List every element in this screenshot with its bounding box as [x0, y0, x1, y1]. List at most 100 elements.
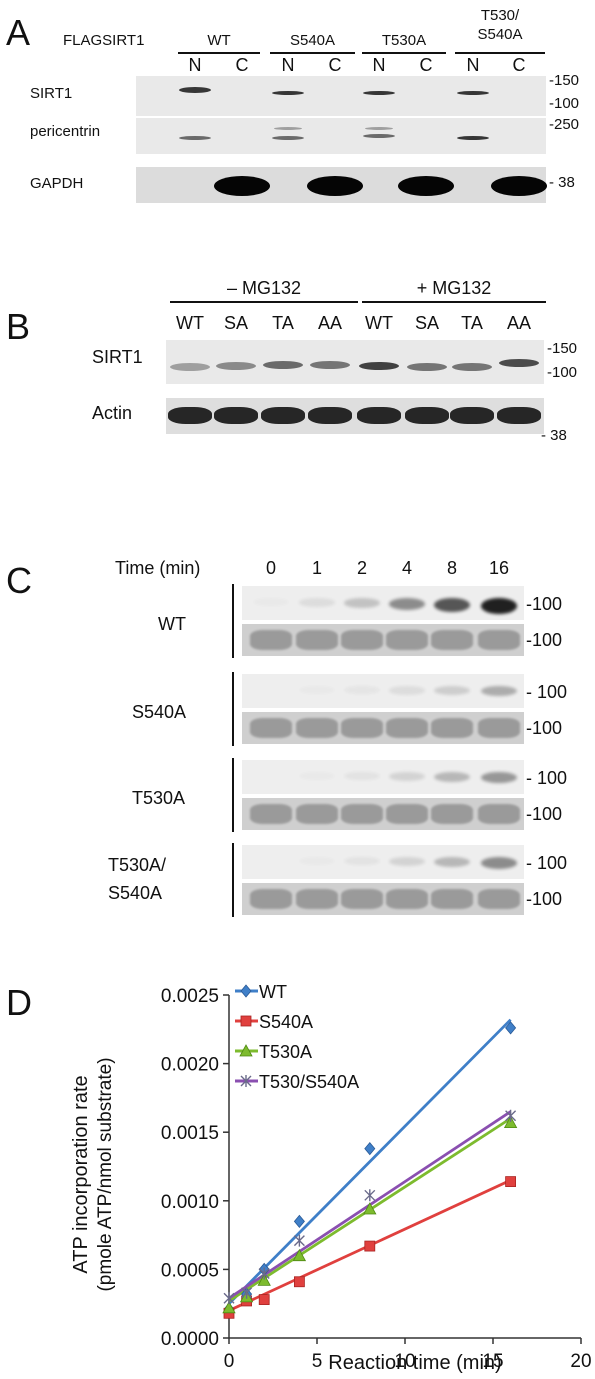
panel-c-group-label-3: T530A/ S540A [108, 855, 167, 903]
panel-b-blot-sirt1 [166, 340, 544, 384]
y-axis-label-line1: ATP incorporation rate [70, 1075, 92, 1273]
panel-c-coomassie-band-1-2 [341, 718, 383, 738]
panel-b-marker-150: -150 [547, 340, 578, 357]
panel-c-time-0: 0 [265, 558, 276, 578]
legend-marker-2 [239, 1044, 253, 1057]
panel-b-band-sirt1-5 [407, 363, 447, 371]
panel-c-coomassie-2 [242, 798, 524, 830]
panel-a-construct-label: FLAGSIRT1 [63, 32, 145, 49]
panel-b-band-sirt1-6 [452, 363, 492, 371]
panel-c-band-3-3 [389, 857, 425, 866]
panel-c-autorad-2 [242, 760, 524, 794]
panel-a-band-sirt1-1 [272, 91, 304, 95]
panel-a-row-pericentrin: pericentrin [30, 123, 101, 140]
panel-a-lane-3: C [328, 55, 342, 75]
panel-b-lane-4: WT [365, 313, 393, 333]
panel-c-band-2-5 [481, 772, 517, 784]
panel-c-marker-lower-2: -100 [526, 804, 563, 824]
panel-a-group-1: S540A [289, 32, 336, 49]
legend-marker-3 [240, 1075, 252, 1087]
point-2-3 [292, 1248, 307, 1262]
point-1-2 [258, 1294, 270, 1305]
panel-a-lane-2: N [281, 55, 295, 75]
point-3-4 [364, 1189, 376, 1202]
panel-a-lane-6: N [466, 55, 480, 75]
panel-a-blot-sirt1 [136, 76, 546, 116]
x-tick-label-0: 0 [224, 1351, 235, 1372]
point-3-5 [505, 1109, 517, 1122]
legend-label-1: S540A [259, 1012, 313, 1032]
panel-c-coomassie-band-1-1 [296, 718, 338, 738]
panel-c-time-label: Time (min) [115, 558, 201, 578]
panel-c-band-2-2 [344, 772, 380, 781]
panel-c-coomassie-3 [242, 883, 524, 915]
panel-b-lane-2: TA [272, 313, 294, 333]
panel-a-band-pericentrin-2 [363, 134, 395, 138]
y-tick-label-5: 0.0025 [161, 986, 219, 1007]
panel-a-group-underline-1 [270, 52, 355, 54]
panel-b-condition-minus: – MG132 [226, 278, 302, 298]
panel-a-group-3: T530/ S540A [477, 7, 523, 43]
panel-c-marker-lower-1: -100 [526, 718, 563, 738]
panel-a-lane-4: N [372, 55, 386, 75]
panel-b-condition-plus: + MG132 [416, 278, 492, 298]
panel-c-coomassie-band-0-3 [386, 630, 428, 650]
legend-label-0: WT [259, 982, 287, 1002]
panel-b-band-actin-2 [261, 407, 305, 424]
panel-a-lane-5: C [419, 55, 433, 75]
panel-a-band-sirt1-3 [457, 91, 489, 95]
panel-c-coomassie-band-0-5 [478, 630, 520, 650]
panel-b-underline-minus [170, 301, 358, 303]
legend-label-2: T530A [259, 1042, 312, 1062]
panel-c-time-4: 8 [446, 558, 457, 578]
panel-c-coomassie-band-0-2 [341, 630, 383, 650]
point-1-5 [505, 1176, 517, 1187]
panel-a-marker-100: -100 [549, 95, 580, 112]
panel-c-coomassie-0 [242, 624, 524, 656]
panel-b-underline-plus [362, 301, 546, 303]
panel-a-lane-1: C [235, 55, 249, 75]
panel-b-band-actin-4 [357, 407, 401, 424]
panel-c-marker-upper-3: - 100 [526, 853, 568, 873]
panel-c-marker-upper-1: - 100 [526, 682, 568, 702]
panel-c-group-label-0: WT [158, 614, 186, 634]
panel-c-coomassie-band-3-1 [296, 889, 338, 909]
panel-b-band-sirt1-0 [170, 363, 210, 371]
panel-c-autorad-3 [242, 845, 524, 879]
panel-b-band-actin-1 [214, 407, 258, 424]
panel-b-marker-100: -100 [547, 364, 578, 381]
panel-c-coomassie-band-0-1 [296, 630, 338, 650]
panel-b-band-actin-6 [450, 407, 494, 424]
x-axis-label: Reaction time (min) [328, 1352, 501, 1374]
panel-b-row-sirt1: SIRT1 [92, 347, 143, 367]
panel-c-coomassie-band-3-2 [341, 889, 383, 909]
panel-c-coomassie-band-3-0 [250, 889, 292, 909]
panel-c-coomassie-band-2-0 [250, 804, 292, 824]
y-tick-label-1: 0.0005 [161, 1260, 219, 1281]
point-2-0 [222, 1300, 236, 1314]
y-tick-label-0: 0.0000 [161, 1329, 219, 1350]
panel-a-band-pericentrin-3 [457, 136, 489, 140]
panel-c-autorad-0 [242, 586, 524, 620]
fit-line-0 [228, 1018, 512, 1305]
panel-a-lane-7: C [512, 55, 526, 75]
panel-a-marker-250: -250 [549, 116, 580, 133]
panel-c-coomassie-band-2-1 [296, 804, 338, 824]
x-tick-label-4: 20 [570, 1351, 591, 1372]
panel-c-band-0-2 [344, 598, 380, 608]
panel-c-coomassie-band-1-3 [386, 718, 428, 738]
panel-c-band-3-2 [344, 857, 380, 866]
panel-c-coomassie-band-2-4 [431, 804, 473, 824]
panel-c-coomassie-1 [242, 712, 524, 744]
panel-c-coomassie-band-2-3 [386, 804, 428, 824]
panel-c-marker-lower-3: -100 [526, 889, 563, 909]
x-tick-label-2: 10 [394, 1351, 415, 1372]
panel-c-coomassie-band-2-2 [341, 804, 383, 824]
panel-a-marker-150: -150 [549, 72, 580, 89]
panel-c-time-3: 4 [401, 558, 412, 578]
panel-c-band-2-3 [389, 772, 425, 781]
panel-a-row-gapdh: GAPDH [30, 175, 84, 192]
y-axis-label-line2: (pmole ATP/nmol substrate) [95, 1057, 116, 1291]
panel-b-lane-3: AA [317, 313, 342, 333]
panel-b-band-actin-0 [168, 407, 212, 424]
